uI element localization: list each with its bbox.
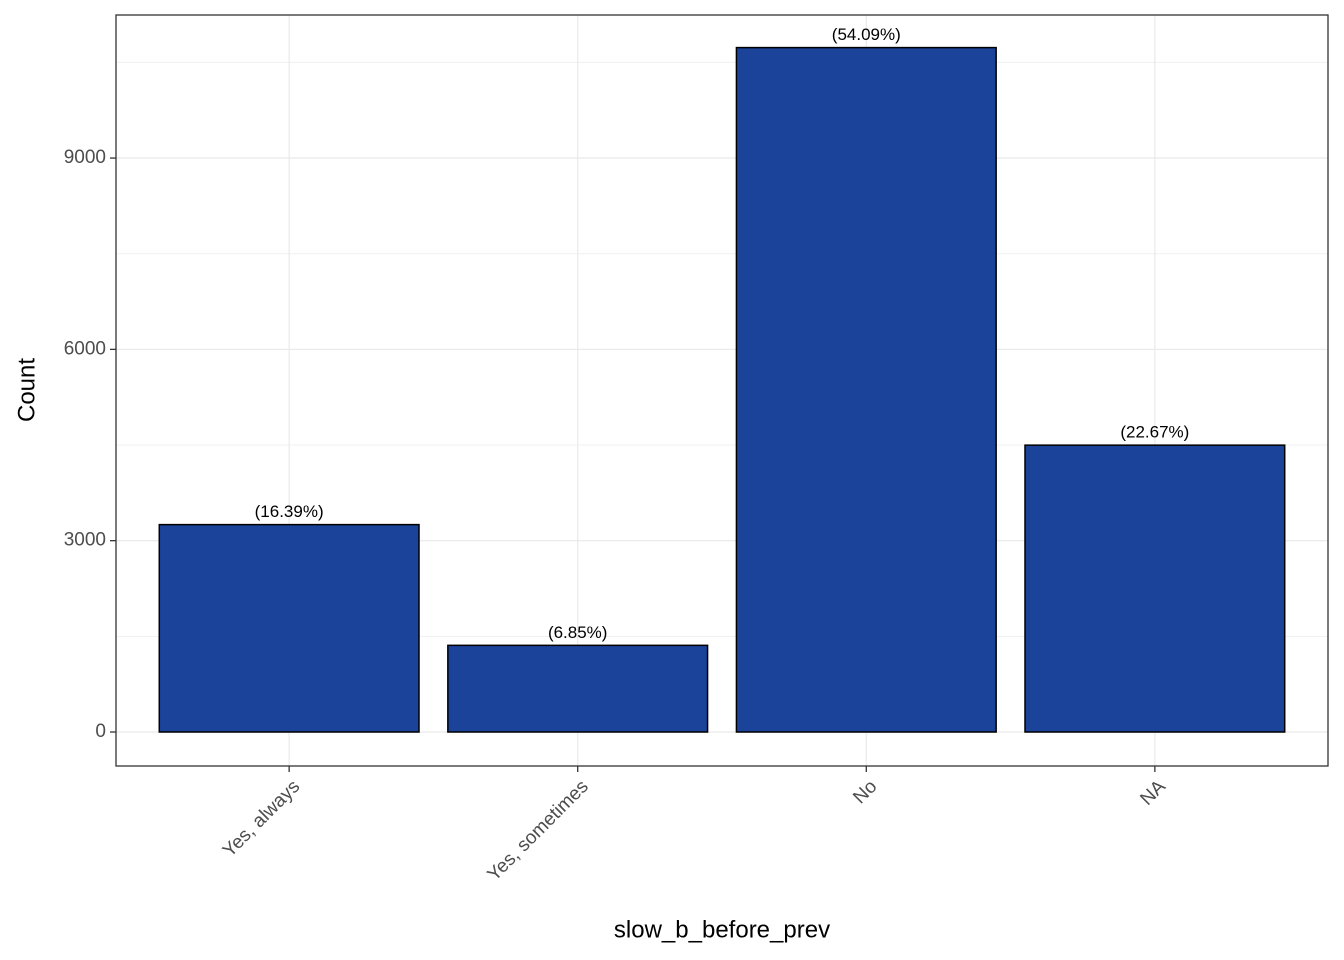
bar-label: (16.39%): [255, 502, 324, 521]
bar: [158, 523, 420, 733]
bar: [735, 46, 997, 733]
y-tick-label: 6000: [64, 338, 106, 359]
y-tick-label: 3000: [64, 530, 106, 551]
marks: (16.39%) (6.85%) (54.09%) (22.67%): [158, 25, 1286, 733]
y-tick-label: 0: [95, 721, 106, 742]
bar-label: (22.67%): [1120, 423, 1189, 442]
y-tick-label: 9000: [64, 147, 106, 168]
bar-label: (6.85%): [548, 623, 608, 642]
bar: [447, 644, 709, 733]
x-axis-title: slow_b_before_prev: [614, 916, 830, 943]
panel-border: [115, 14, 1329, 767]
bar: [1024, 444, 1286, 733]
bar-label: (54.09%): [832, 25, 901, 44]
y-axis-title: Count: [13, 358, 40, 422]
